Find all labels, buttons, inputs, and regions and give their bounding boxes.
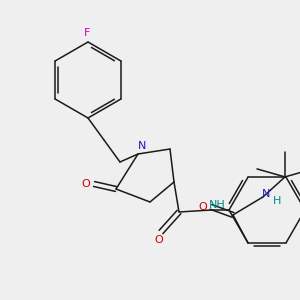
Text: O: O [82, 179, 90, 189]
Text: O: O [199, 202, 207, 212]
Text: F: F [84, 28, 90, 38]
Text: H: H [273, 196, 281, 206]
Text: O: O [154, 235, 164, 245]
Text: NH: NH [208, 200, 225, 210]
Text: N: N [138, 141, 146, 151]
Text: N: N [262, 189, 270, 199]
